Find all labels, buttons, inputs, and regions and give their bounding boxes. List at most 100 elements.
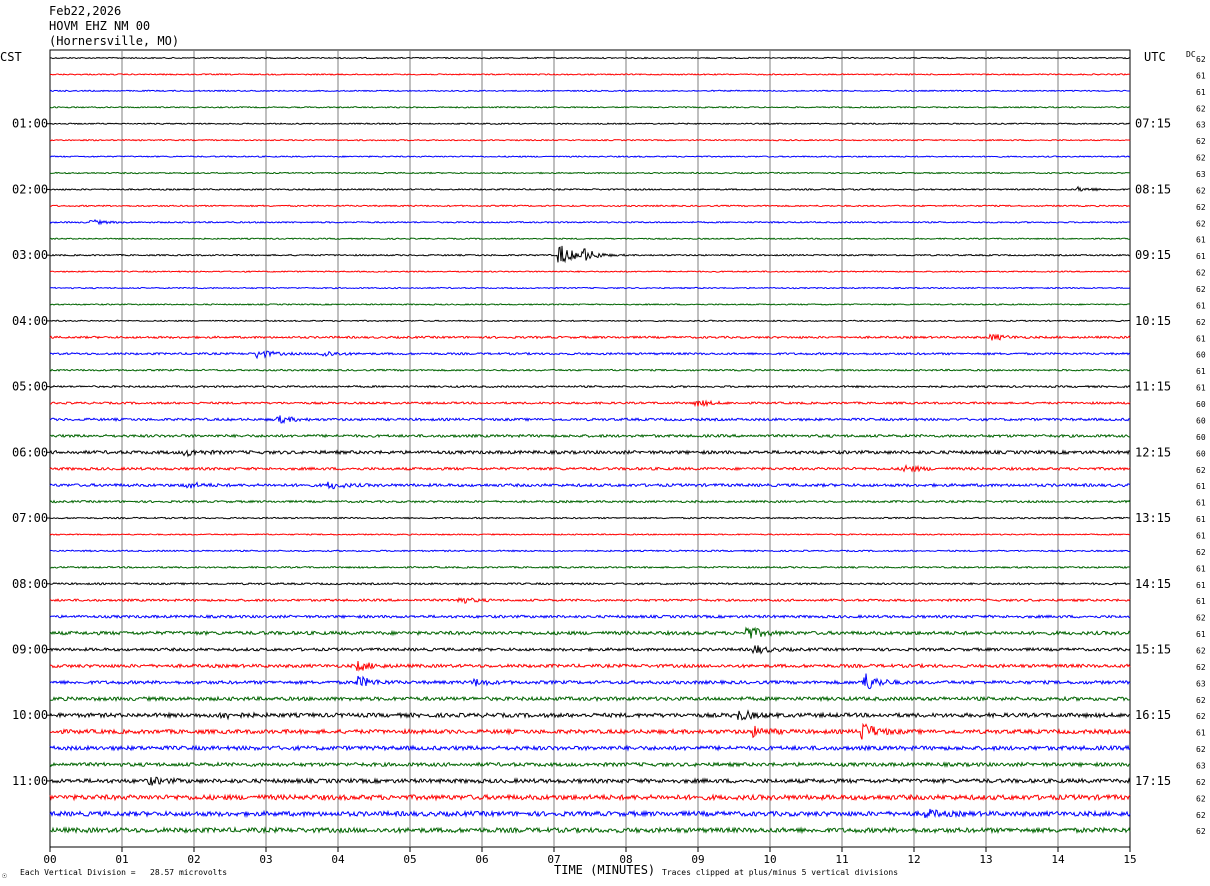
dc-offset-value: 62 [1196,663,1206,672]
seismic-trace [49,106,1131,109]
right-time-label: 11:15 [1135,380,1171,394]
seismic-trace [49,270,1131,273]
dc-offset-value: 61 [1196,367,1206,376]
seismic-trace [49,761,1131,768]
seismic-trace [49,237,1131,241]
dc-offset-value: 61 [1196,564,1206,573]
dc-offset-value: 62 [1196,466,1206,475]
x-tick-label: 02 [187,853,200,866]
dc-offset-value: 61 [1196,71,1206,80]
dc-offset-value: 61 [1196,482,1206,491]
seismic-trace [49,155,1131,158]
dc-offset-value: 62 [1196,104,1206,113]
seismic-trace [49,56,1131,60]
seismic-trace [49,319,1131,323]
dc-offset-value: 62 [1196,137,1206,146]
dc-offset-value: 61 [1196,729,1206,738]
x-tick-label: 06 [475,853,488,866]
seismic-trace [49,826,1131,835]
station-location: (Hornersville, MO) [49,34,180,48]
seismic-trace [49,171,1131,175]
seismic-trace [49,581,1131,586]
dc-offset-value: 62 [1196,745,1206,754]
dc-offset-value: 62 [1196,285,1206,294]
seismic-trace [49,399,1131,408]
dc-offset-value: 62 [1196,712,1206,721]
seismic-trace [49,626,1131,639]
x-tick-label: 10 [763,853,776,866]
seismic-trace [49,709,1131,721]
seismic-trace [49,793,1131,802]
x-tick-label: 14 [1051,853,1065,866]
dc-offset-value: 62 [1196,269,1206,278]
left-time-label: 09:00 [12,642,48,656]
right-time-label: 14:15 [1135,577,1171,591]
left-time-label: 06:00 [12,445,48,459]
clip-note: Traces clipped at plus/minus 5 vertical … [662,868,899,877]
seismic-trace [49,350,1131,360]
right-time-label: 08:15 [1135,182,1171,196]
dc-offset-value: 61 [1196,630,1206,639]
dc-offset-value: 61 [1196,334,1206,343]
dc-offset-value: 63 [1196,121,1206,130]
left-time-label: 11:00 [12,774,48,788]
dc-offset-value: 61 [1196,384,1206,393]
dc-offset-value: 61 [1196,597,1206,606]
x-tick-label: 15 [1123,853,1136,866]
left-time-label: 03:00 [12,248,48,262]
seismic-trace [49,218,1131,226]
seismic-trace [50,516,1131,520]
seismic-trace [49,776,1131,786]
dc-offset-value: 62 [1196,154,1206,163]
left-time-label: 01:00 [12,117,48,131]
dc-offset-value: 61 [1196,236,1206,245]
dc-offset-value: 62 [1196,219,1206,228]
right-time-label: 17:15 [1135,774,1171,788]
dc-offset-value: 62 [1196,318,1206,327]
right-timezone-label: UTC [1144,50,1166,64]
dc-offset-value: 62 [1196,55,1206,64]
plot-date: Feb22,2026 [49,4,122,18]
left-time-label: 08:00 [12,577,48,591]
station-code: HOVM EHZ NM 00 [49,19,151,33]
seismic-trace [49,695,1131,703]
seismic-trace [49,368,1131,372]
dc-offset-value: 60 [1196,449,1206,458]
x-tick-label: 04 [331,853,345,866]
seismic-trace [49,303,1131,306]
dc-offset-value: 62 [1196,614,1206,623]
dc-offset-value: 61 [1196,88,1206,97]
dc-offset-value: 62 [1196,827,1206,836]
right-time-label: 13:15 [1135,511,1171,525]
x-axis-title: TIME (MINUTES) [554,863,656,877]
x-tick-label: 00 [43,853,56,866]
right-time-label: 10:15 [1135,314,1171,328]
x-tick-label: 09 [691,853,704,866]
dc-offset-value: 62 [1196,646,1206,655]
seismic-trace [49,138,1131,142]
x-tick-label: 12 [907,853,920,866]
dc-offset-value: 61 [1196,581,1206,590]
dc-offset-value: 60 [1196,433,1206,442]
x-tick-label: 03 [259,853,272,866]
seismic-trace [49,464,1131,473]
right-time-label: 07:15 [1135,117,1171,131]
dc-offset-value: 62 [1196,794,1206,803]
left-time-label: 04:00 [12,314,48,328]
seismic-trace [49,204,1131,208]
dc-offset-value: 63 [1196,761,1206,770]
seismic-trace [49,122,1131,126]
seismic-trace [49,73,1131,76]
dc-offset-value: 62 [1196,696,1206,705]
x-tick-label: 07 [547,853,560,866]
dc-offset-value: 62 [1196,811,1206,820]
seismic-trace [49,481,1131,490]
dc-offset-value: 60 [1196,351,1206,360]
seismic-trace [49,808,1131,819]
scale-note: Each Vertical Division = 28.57 microvolt… [20,868,228,877]
seismic-trace [49,673,1131,690]
right-time-label: 09:15 [1135,248,1171,262]
seismic-trace [49,533,1131,536]
right-time-label: 12:15 [1135,445,1171,459]
x-tick-label: 13 [979,853,992,866]
